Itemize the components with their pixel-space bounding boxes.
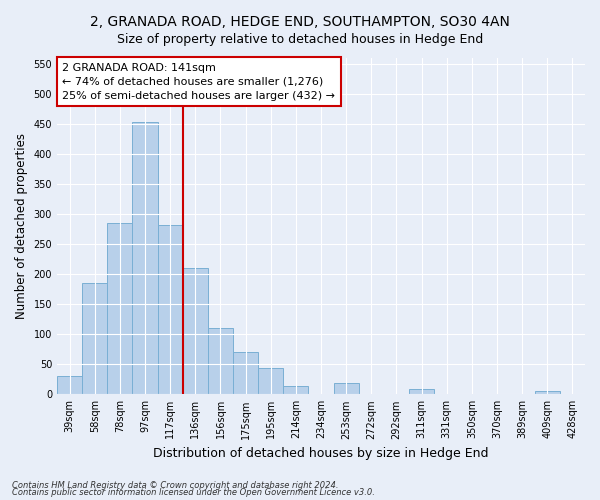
Text: Contains HM Land Registry data © Crown copyright and database right 2024.: Contains HM Land Registry data © Crown c…	[12, 480, 338, 490]
Bar	[57, 376, 82, 394]
Text: Size of property relative to detached houses in Hedge End: Size of property relative to detached ho…	[117, 32, 483, 46]
Bar	[258, 368, 283, 394]
Bar	[158, 224, 183, 394]
Bar	[183, 268, 208, 394]
Text: 2, GRANADA ROAD, HEDGE END, SOUTHAMPTON, SO30 4AN: 2, GRANADA ROAD, HEDGE END, SOUTHAMPTON,…	[90, 15, 510, 29]
Y-axis label: Number of detached properties: Number of detached properties	[15, 133, 28, 319]
Bar	[283, 386, 308, 394]
Bar	[107, 223, 133, 394]
Text: 2 GRANADA ROAD: 141sqm
← 74% of detached houses are smaller (1,276)
25% of semi-: 2 GRANADA ROAD: 141sqm ← 74% of detached…	[62, 62, 335, 100]
Text: Contains public sector information licensed under the Open Government Licence v3: Contains public sector information licen…	[12, 488, 375, 497]
Bar	[133, 122, 158, 394]
Bar	[82, 283, 107, 395]
Bar	[233, 352, 258, 395]
Bar	[334, 384, 359, 394]
Bar	[409, 390, 434, 394]
X-axis label: Distribution of detached houses by size in Hedge End: Distribution of detached houses by size …	[153, 447, 489, 460]
Bar	[535, 392, 560, 394]
Bar	[208, 328, 233, 394]
